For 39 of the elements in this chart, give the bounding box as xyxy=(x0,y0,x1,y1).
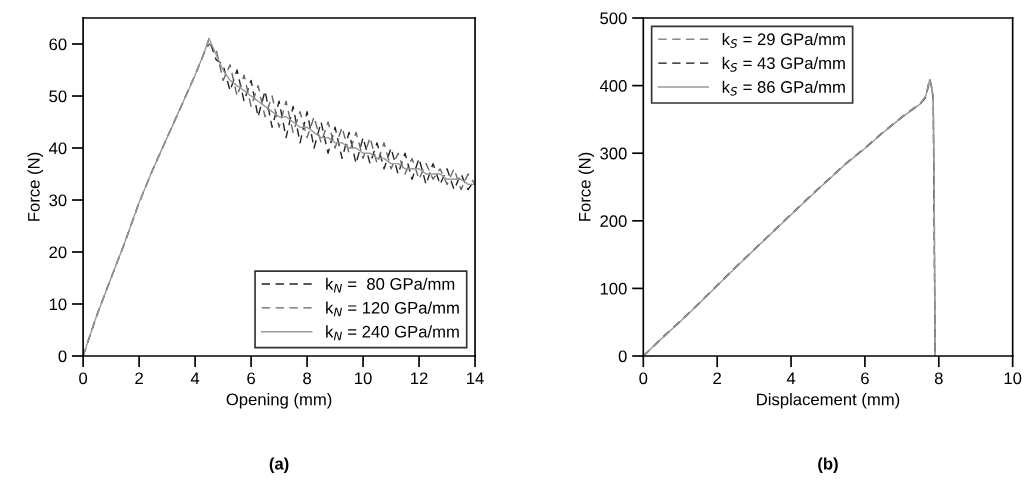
legend-label: k$_{N}$ = 120 GPa/mm xyxy=(326,301,459,317)
y-axis-title: Force (N) xyxy=(27,152,44,221)
x-axis-title: Displacement (mm) xyxy=(757,393,900,409)
x-tick-label: 0 xyxy=(79,372,88,385)
x-tick-label: 2 xyxy=(713,372,721,385)
x-tick-label: 12 xyxy=(411,372,428,385)
y-tick-label: 400 xyxy=(599,80,627,92)
y-tick-label: 500 xyxy=(600,12,627,25)
x-tick-label: 10 xyxy=(355,372,372,385)
x-tick-label: 0 xyxy=(639,372,648,385)
x-tick-label: 8 xyxy=(303,372,311,385)
y-tick-label: 0 xyxy=(618,350,627,363)
y-tick-label: 40 xyxy=(48,142,67,155)
y-axis-title: Force (N) xyxy=(578,152,594,221)
y-tick-label: 300 xyxy=(600,147,627,160)
legend-label: k$_{S}$ = 86 GPa/mm xyxy=(722,80,845,96)
x-tick-label: 8 xyxy=(934,372,943,385)
text: (b) xyxy=(818,457,838,473)
y-tick-label: 30 xyxy=(49,194,67,207)
y-tick-label: 0 xyxy=(58,350,67,363)
legend-label: k$_{S}$ = 43 GPa/mm xyxy=(722,56,845,72)
legend-label: k$_{N}$ = 80 GPa/mm xyxy=(326,277,455,293)
y-tick-label: 10 xyxy=(49,298,67,311)
x-tick-label: 2 xyxy=(135,372,143,385)
x-tick-label: 4 xyxy=(190,372,200,385)
x-tick-label: 14 xyxy=(467,372,484,385)
text: (a) xyxy=(269,457,289,473)
legend-label: k$_{N}$ = 240 GPa/mm xyxy=(326,325,459,341)
x-tick-label: 6 xyxy=(861,372,869,385)
x-tick-label: 10 xyxy=(1004,372,1022,385)
x-axis-title: Opening (mm) xyxy=(226,393,332,409)
x-tick-label: 4 xyxy=(786,372,796,385)
y-tick-label: 60 xyxy=(49,38,67,51)
y-tick-label: 20 xyxy=(49,246,67,259)
y-tick-label: 200 xyxy=(600,215,627,228)
y-tick-label: 100 xyxy=(600,282,627,295)
legend-label: k$_{S}$ = 29 GPa/mm xyxy=(722,32,845,48)
y-tick-label: 50 xyxy=(49,90,67,103)
x-tick-label: 6 xyxy=(247,372,255,385)
